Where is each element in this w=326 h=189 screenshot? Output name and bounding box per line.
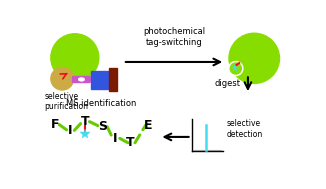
Text: I: I [67,124,72,137]
Ellipse shape [51,67,74,90]
Text: I: I [113,132,118,145]
Text: F: F [51,118,59,131]
Text: T: T [81,115,89,128]
Text: selective
detection: selective detection [227,119,263,139]
Ellipse shape [51,34,99,81]
Text: selective
purification: selective purification [45,92,89,111]
FancyBboxPatch shape [73,77,90,82]
Bar [109,68,117,91]
Bar [91,71,109,89]
Text: photochemical
tag-switching: photochemical tag-switching [143,27,205,47]
Text: E: E [144,119,152,132]
Ellipse shape [79,78,84,81]
Text: digest: digest [214,79,240,88]
Text: MS identification: MS identification [66,99,137,108]
Text: S: S [98,120,107,133]
Text: T: T [126,136,135,149]
Ellipse shape [230,63,241,74]
Ellipse shape [229,61,243,76]
Ellipse shape [229,33,279,83]
